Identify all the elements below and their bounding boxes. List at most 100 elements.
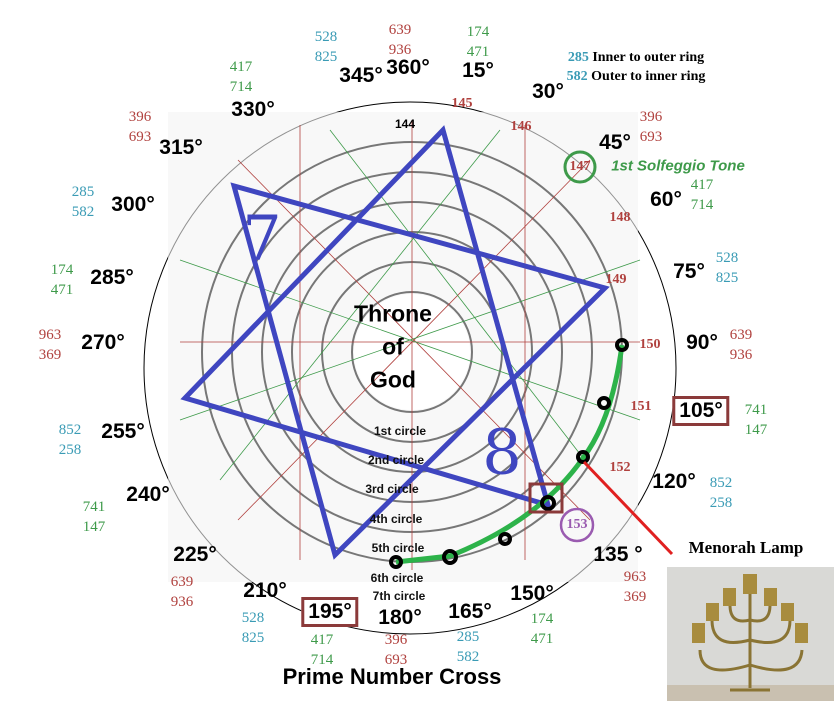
legend-inner-to-outer: 285 Inner to outer ring: [568, 50, 704, 66]
god-word: God: [369, 366, 416, 393]
pair-value: 528: [314, 29, 338, 45]
outer-circle: [143, 101, 677, 635]
pair-value: 396: [384, 632, 408, 648]
degree-120: 120°: [652, 470, 696, 493]
ring-label-4: 4th circle: [369, 512, 423, 526]
degree-165: 165°: [448, 600, 492, 623]
pair-value: 369: [38, 347, 62, 363]
pair-value: 396: [128, 109, 152, 125]
pair-value: 528: [241, 610, 265, 626]
star-triangle-a: [180, 125, 552, 509]
pair-90: 639 936: [730, 325, 753, 365]
degree-345: 345°: [339, 64, 383, 87]
degree-285: 285°: [90, 266, 134, 289]
pair-value: 693: [384, 652, 408, 668]
degree-330: 330°: [231, 98, 275, 121]
pair-255: 852 258: [59, 420, 82, 460]
solfeggio-label: 1st Solfeggio Tone: [611, 157, 745, 175]
ring-label-3: 3rd circle: [365, 482, 419, 496]
pair-value: 258: [58, 442, 82, 458]
degree-90: 90°: [686, 331, 718, 354]
ring-label-2: 2nd circle: [367, 453, 425, 467]
star-digit-seven: 7: [242, 201, 282, 275]
degree-225: 225°: [173, 543, 217, 566]
pair-270: 963 369: [39, 325, 62, 365]
pair-value: 417: [310, 632, 334, 648]
pair-135: 963 369: [624, 567, 647, 607]
pair-value: 417: [229, 59, 253, 75]
ring-label-6: 6th circle: [370, 571, 424, 585]
rim-number: 150: [639, 337, 661, 352]
pair-value: 639: [170, 574, 194, 590]
pair-75: 528 825: [716, 248, 739, 288]
pair-value: 174: [530, 611, 554, 627]
ring-label-5: 5th circle: [371, 541, 425, 555]
pair-value: 963: [38, 327, 62, 343]
legend-text: Inner to outer ring: [592, 50, 705, 65]
pair-value: 936: [170, 594, 194, 610]
menorah-photo: [667, 567, 834, 701]
pair-value: 639: [729, 327, 753, 343]
pair-value: 471: [466, 44, 490, 60]
pair-value: 714: [690, 197, 714, 213]
degree-135: 135 °: [593, 543, 643, 566]
pair-value: 693: [128, 129, 152, 145]
of-word: of: [382, 333, 404, 360]
pair-330: 417 714: [230, 57, 253, 97]
pair-value: 825: [314, 49, 338, 65]
pair-value: 174: [466, 24, 490, 40]
pair-150: 174 471: [531, 609, 554, 649]
ring-label-7: 7th circle: [372, 589, 426, 603]
rim-number: 146: [510, 119, 532, 134]
rim-number: 152: [609, 460, 631, 475]
pair-value: 741: [82, 499, 106, 515]
pair-285: 174 471: [51, 260, 74, 300]
pair-value: 582: [71, 204, 95, 220]
degree-360: 360°: [386, 56, 430, 79]
highlight-box-small: [528, 482, 564, 514]
inner-top-number: 144: [394, 117, 416, 131]
pair-value: 825: [715, 270, 739, 286]
arc-markers: [389, 338, 629, 569]
degree-60: 60°: [650, 188, 682, 211]
pair-165: 285 582: [457, 627, 480, 667]
pair-value: 528: [715, 250, 739, 266]
legend-outer-to-inner: 582 Outer to inner ring: [567, 69, 706, 85]
legend-number: 285: [567, 50, 589, 65]
pair-value: 147: [744, 422, 768, 438]
pair-value: 825: [241, 630, 265, 646]
pair-value: 936: [388, 42, 412, 58]
pair-value: 714: [229, 79, 253, 95]
pair-120: 852 258: [710, 473, 733, 513]
pair-195: 417 714: [311, 630, 334, 670]
pair-value: 639: [388, 22, 412, 38]
degree-315: 315°: [159, 136, 203, 159]
degree-15: 15°: [462, 59, 494, 82]
ring-label-1: 1st circle: [373, 424, 427, 438]
degree-240: 240°: [126, 483, 170, 506]
solfeggio-ring: [563, 150, 597, 184]
purple-number: 153: [566, 517, 588, 532]
degree-210: 210°: [243, 579, 287, 602]
rim-number: 145: [451, 96, 473, 111]
diagram-title: Prime Number Cross: [282, 664, 502, 689]
pair-value: 741: [744, 402, 768, 418]
throne-of-god-label: Throne of God: [354, 298, 432, 397]
pair-value: 582: [456, 649, 480, 665]
pair-360: 639 936: [389, 20, 412, 60]
throne-word: Throne: [354, 300, 432, 327]
pair-value: 369: [623, 589, 647, 605]
pair-value: 714: [310, 652, 334, 668]
hexagram-star: [180, 125, 610, 560]
degree-30: 30°: [532, 80, 564, 103]
pair-210: 528 825: [242, 608, 265, 648]
solfeggio-number: 147: [569, 159, 591, 174]
pair-value: 963: [623, 569, 647, 585]
pair-value: 471: [530, 631, 554, 647]
pair-15: 174 471: [467, 22, 490, 62]
degree-150: 150°: [510, 582, 554, 605]
degree-255: 255°: [101, 420, 145, 443]
pair-value: 258: [709, 495, 733, 511]
